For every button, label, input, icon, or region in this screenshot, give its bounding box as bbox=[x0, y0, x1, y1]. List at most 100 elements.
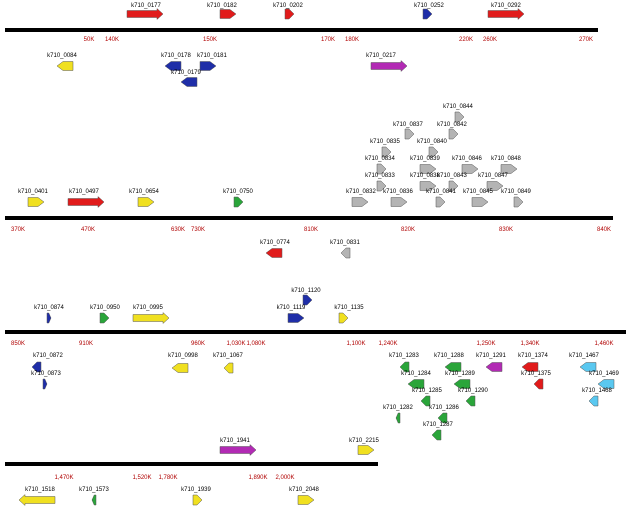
gene[interactable]: k710_1289 bbox=[445, 371, 476, 389]
gene-arrow-right-icon[interactable] bbox=[67, 195, 105, 209]
gene-arrow-left-icon[interactable] bbox=[485, 362, 503, 372]
gene[interactable]: k710_0832 bbox=[346, 189, 377, 207]
gene-arrow-right-icon[interactable] bbox=[404, 128, 415, 140]
gene-arrow-right-icon[interactable] bbox=[448, 128, 459, 140]
gene-arrow-right-icon[interactable] bbox=[376, 163, 387, 175]
gene[interactable]: k710_0848 bbox=[491, 156, 522, 174]
gene-arrow-right-icon[interactable] bbox=[390, 197, 408, 207]
gene[interactable]: k710_0833 bbox=[365, 173, 396, 192]
gene-arrow-right-icon[interactable] bbox=[219, 9, 237, 19]
gene[interactable]: k710_1135 bbox=[334, 305, 364, 324]
gene-arrow-right-icon[interactable] bbox=[46, 312, 52, 324]
gene-arrow-left-icon[interactable] bbox=[223, 362, 234, 374]
gene[interactable]: k710_0252 bbox=[414, 3, 445, 20]
gene-arrow-left-icon[interactable] bbox=[588, 395, 599, 407]
gene[interactable]: k710_1291 bbox=[476, 353, 507, 372]
gene-arrow-right-icon[interactable] bbox=[428, 146, 439, 158]
gene-arrow-left-icon[interactable] bbox=[171, 363, 189, 373]
gene[interactable]: k710_0837 bbox=[393, 122, 424, 140]
gene[interactable]: k710_0836 bbox=[383, 189, 414, 207]
gene[interactable]: k710_0834 bbox=[365, 156, 396, 175]
gene-arrow-right-icon[interactable] bbox=[370, 59, 408, 73]
gene-arrow-right-icon[interactable] bbox=[27, 197, 45, 207]
gene[interactable]: k710_0774 bbox=[260, 240, 291, 258]
gene[interactable]: k710_1282 bbox=[383, 405, 414, 424]
gene-arrow-left-icon[interactable] bbox=[340, 247, 351, 259]
gene[interactable]: k710_0998 bbox=[168, 353, 199, 373]
gene[interactable]: k710_0874 bbox=[34, 305, 65, 324]
gene-arrow-left-icon[interactable] bbox=[521, 362, 539, 372]
gene-arrow-left-icon[interactable] bbox=[465, 395, 476, 407]
gene-arrow-right-icon[interactable] bbox=[137, 197, 155, 207]
gene-arrow-left-icon[interactable] bbox=[407, 379, 425, 389]
gene-arrow-left-icon[interactable] bbox=[437, 412, 448, 424]
gene-arrow-right-icon[interactable] bbox=[284, 8, 295, 20]
gene[interactable]: k710_0217 bbox=[366, 53, 408, 73]
gene[interactable]: k710_1119 bbox=[277, 305, 306, 323]
gene-arrow-right-icon[interactable] bbox=[500, 164, 518, 174]
gene-arrow-left-icon[interactable] bbox=[597, 379, 615, 389]
gene[interactable]: k710_0831 bbox=[330, 240, 361, 259]
gene[interactable]: k710_0995 bbox=[132, 305, 170, 325]
gene-arrow-left-icon[interactable] bbox=[420, 395, 431, 407]
gene[interactable]: k710_1283 bbox=[389, 353, 420, 373]
gene-arrow-right-icon[interactable] bbox=[487, 7, 525, 21]
gene[interactable]: k710_1287 bbox=[423, 422, 454, 441]
gene-arrow-left-icon[interactable] bbox=[431, 429, 442, 441]
gene-arrow-left-icon[interactable] bbox=[265, 248, 283, 258]
gene[interactable]: k710_0841 bbox=[426, 189, 457, 208]
gene[interactable]: k710_0292 bbox=[487, 3, 525, 21]
gene-arrow-right-icon[interactable] bbox=[233, 196, 244, 208]
gene-arrow-right-icon[interactable] bbox=[287, 313, 305, 323]
gene-arrow-right-icon[interactable] bbox=[351, 197, 369, 207]
gene[interactable]: k710_0179 bbox=[171, 70, 202, 87]
gene-arrow-right-icon[interactable] bbox=[419, 164, 437, 174]
gene[interactable]: k710_1375 bbox=[521, 371, 552, 390]
gene-arrow-right-icon[interactable] bbox=[471, 197, 489, 207]
gene[interactable]: k710_1467 bbox=[569, 353, 600, 372]
gene-arrow-left-icon[interactable] bbox=[533, 378, 544, 390]
gene[interactable]: k710_0843 bbox=[437, 173, 468, 192]
gene[interactable]: k710_1573 bbox=[79, 487, 110, 506]
gene[interactable]: k710_1120 bbox=[291, 288, 321, 306]
gene-arrow-left-icon[interactable] bbox=[31, 361, 42, 373]
gene[interactable]: k710_0845 bbox=[463, 189, 494, 207]
gene-arrow-right-icon[interactable] bbox=[461, 164, 479, 174]
gene-arrow-left-icon[interactable] bbox=[18, 493, 56, 507]
gene-arrow-left-icon[interactable] bbox=[444, 362, 462, 372]
gene[interactable]: k710_0750 bbox=[223, 189, 254, 208]
gene-arrow-left-icon[interactable] bbox=[453, 379, 471, 389]
gene[interactable]: k710_1067 bbox=[213, 353, 244, 374]
gene[interactable]: k710_0849 bbox=[501, 189, 532, 208]
gene[interactable]: k710_1469 bbox=[589, 371, 620, 389]
gene-arrow-left-icon[interactable] bbox=[164, 61, 182, 71]
gene[interactable]: k710_2048 bbox=[289, 487, 320, 505]
gene-arrow-right-icon[interactable] bbox=[297, 495, 315, 505]
gene-arrow-right-icon[interactable] bbox=[422, 8, 433, 20]
gene[interactable]: k710_0838 bbox=[410, 173, 441, 191]
gene-arrow-right-icon[interactable] bbox=[381, 146, 392, 158]
gene-arrow-left-icon[interactable] bbox=[579, 362, 597, 372]
gene-arrow-right-icon[interactable] bbox=[192, 494, 203, 506]
gene[interactable]: k710_0835 bbox=[370, 139, 401, 158]
gene[interactable]: k710_0654 bbox=[129, 189, 160, 207]
gene[interactable]: k710_0401 bbox=[18, 189, 49, 207]
gene-arrow-left-icon[interactable] bbox=[395, 412, 401, 424]
gene-arrow-right-icon[interactable] bbox=[376, 180, 387, 192]
gene-arrow-right-icon[interactable] bbox=[357, 445, 375, 455]
gene[interactable]: k710_2215 bbox=[349, 438, 380, 455]
gene[interactable]: k710_1518 bbox=[18, 487, 56, 507]
gene[interactable]: k710_0847 bbox=[478, 173, 509, 191]
gene[interactable]: k710_1939 bbox=[181, 487, 212, 506]
gene-arrow-right-icon[interactable] bbox=[454, 111, 465, 123]
gene[interactable]: k710_1288 bbox=[434, 353, 465, 372]
gene-arrow-right-icon[interactable] bbox=[486, 181, 504, 191]
gene[interactable]: k710_0844 bbox=[443, 104, 474, 123]
gene[interactable]: k710_0177 bbox=[126, 3, 164, 21]
gene-arrow-right-icon[interactable] bbox=[338, 312, 349, 324]
gene[interactable]: k710_1941 bbox=[219, 438, 257, 457]
gene[interactable]: k710_1290 bbox=[458, 388, 489, 407]
gene-arrow-right-icon[interactable] bbox=[219, 443, 257, 457]
gene[interactable]: k710_0842 bbox=[437, 122, 468, 140]
gene[interactable]: k710_0846 bbox=[452, 156, 483, 174]
